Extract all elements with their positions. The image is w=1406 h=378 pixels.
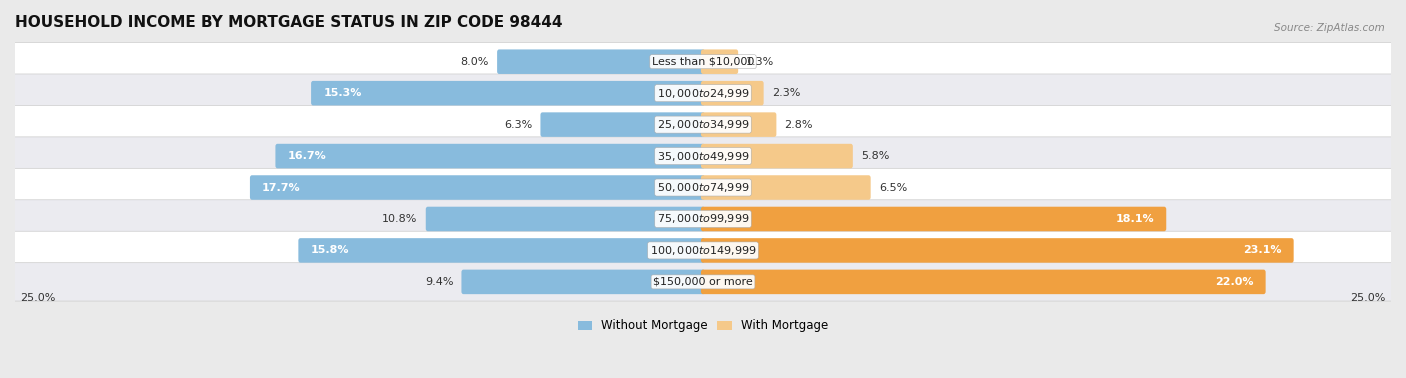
Text: $100,000 to $149,999: $100,000 to $149,999 <box>650 244 756 257</box>
FancyBboxPatch shape <box>702 270 1265 294</box>
FancyBboxPatch shape <box>0 168 1406 207</box>
Text: HOUSEHOLD INCOME BY MORTGAGE STATUS IN ZIP CODE 98444: HOUSEHOLD INCOME BY MORTGAGE STATUS IN Z… <box>15 15 562 30</box>
FancyBboxPatch shape <box>0 137 1406 175</box>
FancyBboxPatch shape <box>311 81 704 105</box>
Text: $35,000 to $49,999: $35,000 to $49,999 <box>657 150 749 163</box>
FancyBboxPatch shape <box>461 270 704 294</box>
Text: 17.7%: 17.7% <box>262 183 301 192</box>
Text: 8.0%: 8.0% <box>461 57 489 67</box>
Text: 15.3%: 15.3% <box>323 88 361 98</box>
Text: $10,000 to $24,999: $10,000 to $24,999 <box>657 87 749 100</box>
Text: 15.8%: 15.8% <box>311 245 349 256</box>
Text: 25.0%: 25.0% <box>20 293 55 303</box>
Text: 5.8%: 5.8% <box>860 151 890 161</box>
FancyBboxPatch shape <box>0 105 1406 144</box>
FancyBboxPatch shape <box>702 175 870 200</box>
FancyBboxPatch shape <box>498 50 704 74</box>
FancyBboxPatch shape <box>540 112 704 137</box>
FancyBboxPatch shape <box>0 200 1406 238</box>
FancyBboxPatch shape <box>298 238 704 263</box>
FancyBboxPatch shape <box>0 74 1406 112</box>
FancyBboxPatch shape <box>0 231 1406 270</box>
FancyBboxPatch shape <box>426 207 704 231</box>
FancyBboxPatch shape <box>702 238 1294 263</box>
Text: 23.1%: 23.1% <box>1243 245 1281 256</box>
FancyBboxPatch shape <box>0 42 1406 81</box>
Legend: Without Mortgage, With Mortgage: Without Mortgage, With Mortgage <box>574 314 832 337</box>
Text: 16.7%: 16.7% <box>288 151 326 161</box>
Text: 22.0%: 22.0% <box>1215 277 1253 287</box>
FancyBboxPatch shape <box>0 263 1406 301</box>
Text: 10.8%: 10.8% <box>382 214 418 224</box>
Text: 1.3%: 1.3% <box>747 57 775 67</box>
Text: 2.3%: 2.3% <box>772 88 800 98</box>
Text: $75,000 to $99,999: $75,000 to $99,999 <box>657 212 749 225</box>
Text: 2.8%: 2.8% <box>785 119 813 130</box>
Text: 6.3%: 6.3% <box>503 119 533 130</box>
Text: $50,000 to $74,999: $50,000 to $74,999 <box>657 181 749 194</box>
FancyBboxPatch shape <box>702 50 738 74</box>
FancyBboxPatch shape <box>702 112 776 137</box>
Text: $150,000 or more: $150,000 or more <box>654 277 752 287</box>
FancyBboxPatch shape <box>702 81 763 105</box>
Text: 25.0%: 25.0% <box>1351 293 1386 303</box>
Text: 18.1%: 18.1% <box>1115 214 1154 224</box>
Text: Less than $10,000: Less than $10,000 <box>652 57 754 67</box>
FancyBboxPatch shape <box>702 207 1166 231</box>
Text: Source: ZipAtlas.com: Source: ZipAtlas.com <box>1274 23 1385 33</box>
FancyBboxPatch shape <box>250 175 704 200</box>
Text: 9.4%: 9.4% <box>425 277 453 287</box>
FancyBboxPatch shape <box>702 144 853 168</box>
Text: 6.5%: 6.5% <box>879 183 907 192</box>
Text: $25,000 to $34,999: $25,000 to $34,999 <box>657 118 749 131</box>
FancyBboxPatch shape <box>276 144 704 168</box>
